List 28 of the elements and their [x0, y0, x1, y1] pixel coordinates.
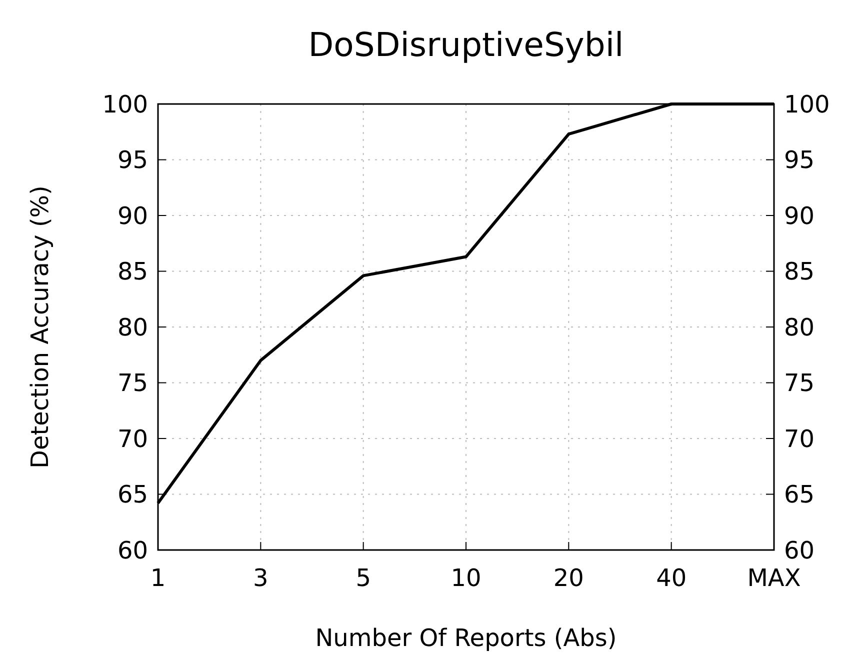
y2-tick-label: 60 [784, 536, 815, 564]
y-tick-label: 75 [117, 369, 148, 398]
y-tick-label: 80 [117, 313, 148, 342]
x-tick-label: 3 [253, 564, 268, 592]
y-tick-label: 65 [117, 480, 148, 509]
chart-title: DoSDisruptiveSybil [308, 25, 624, 64]
y2-tick-label: 70 [784, 424, 815, 453]
y2-tick-label: 85 [784, 258, 815, 286]
y2-tick-label: 75 [784, 369, 815, 398]
x-tick-label: 10 [450, 564, 482, 592]
y-tick-label: 95 [117, 146, 148, 174]
y-tick-label: 100 [102, 90, 148, 118]
x-axis-title: Number Of Reports (Abs) [315, 624, 617, 652]
y-tick-label: 70 [117, 424, 148, 453]
x-tick-label: 5 [356, 564, 371, 592]
y2-tick-label: 65 [784, 480, 815, 509]
y2-tick-label: 90 [784, 202, 815, 230]
y-tick-label: 85 [117, 258, 148, 286]
y2-tick-label: 100 [784, 90, 830, 118]
x-tick-label: 40 [656, 564, 687, 592]
x-tick-label: MAX [747, 564, 801, 592]
y-axis-title: Detection Accuracy (%) [26, 186, 54, 468]
y2-tick-label: 95 [784, 146, 815, 174]
y-tick-label: 60 [117, 536, 148, 564]
y-tick-label: 90 [117, 202, 148, 230]
x-tick-label: 20 [553, 564, 584, 592]
y2-tick-label: 80 [784, 313, 815, 342]
x-tick-label: 1 [150, 564, 166, 592]
